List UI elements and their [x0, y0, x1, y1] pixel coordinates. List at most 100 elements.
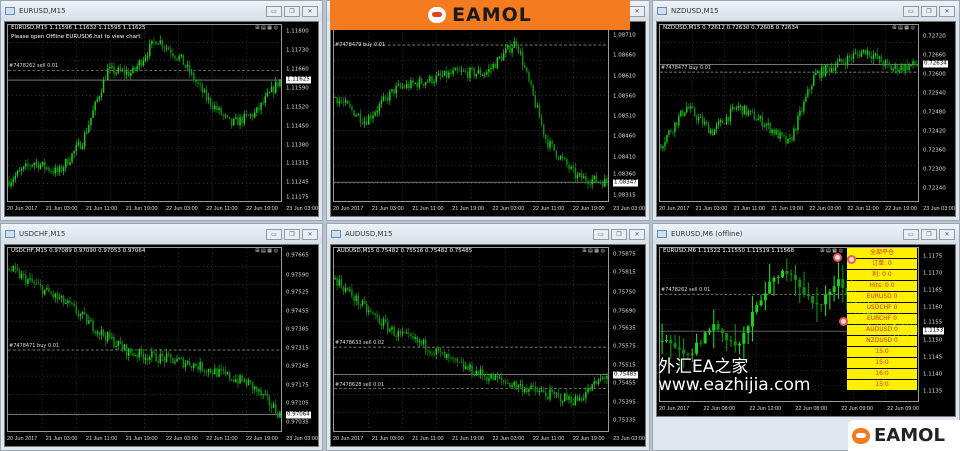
candle-body	[397, 331, 400, 337]
time-axis[interactable]: 20 Jun 2017 21 Jun 03:00 21 Jun 11:00 21 Ju…	[7, 433, 318, 445]
minimize-button[interactable]: ▭	[903, 5, 919, 17]
chart-window[interactable]: USDCHF,M15 ▭ ❐ ✕ USDCHF,M15 0.97089 0.9709…	[0, 223, 323, 451]
chart-area[interactable]: AUDUSD,M15 0.75482 0.75516 0.75482 0.754…	[330, 244, 646, 447]
candle-body	[235, 117, 237, 119]
current-price-label: 1.11625	[286, 76, 311, 84]
restore-button[interactable]: ❐	[284, 5, 300, 17]
eamol-robot-icon	[428, 7, 447, 23]
time-axis[interactable]: 20 Jun 2017 21 Jun 03:00 21 Jun 11:00 21 Ju…	[333, 433, 645, 445]
close-button[interactable]: ✕	[629, 5, 645, 17]
minimize-button[interactable]: ▭	[593, 228, 609, 240]
chart-window[interactable]: ▭❐✕ ⊞ ▤ ▦ ◎ 1.087101.086601.086101.08560…	[326, 0, 650, 221]
close-button[interactable]: ✕	[302, 228, 318, 240]
candle-body	[862, 49, 865, 53]
drag-handle[interactable]	[833, 253, 842, 262]
minimize-button[interactable]: ▭	[266, 5, 282, 17]
chart-area[interactable]: USDCHF,M15 0.97089 0.97090 0.97053 0.970…	[4, 244, 319, 447]
window-titlebar[interactable]: EURUSD,M6 (offline) ▭ ❐ ✕	[653, 224, 959, 244]
candle-body	[23, 166, 25, 170]
candle-body	[365, 121, 368, 125]
panel-button[interactable]: 15:0	[847, 358, 917, 368]
chart-window[interactable]: NZDUSD,M15 ▭ ❐ ✕ NZDUSD,M15 0.72612 0.7263…	[652, 0, 960, 221]
chart-tools-icons[interactable]: ⊞ ▤ ▦ ◎	[255, 25, 278, 31]
close-button[interactable]: ✕	[939, 5, 955, 17]
chart-area[interactable]: ⊞ ▤ ▦ ◎ 1.087101.086601.086101.085601.08…	[330, 21, 646, 217]
chart-tools-icons[interactable]: ⊞ ▤ ▦ ◎	[582, 248, 605, 254]
time-label: 22 Jun 11:00	[206, 436, 238, 442]
candle-body	[519, 384, 522, 386]
drag-handle[interactable]	[847, 255, 856, 264]
panel-button[interactable]: Hits: 0 0	[847, 281, 917, 291]
window-titlebar[interactable]: AUDUSD,M15 ▭ ❐ ✕	[327, 224, 649, 244]
chart-area[interactable]: EURUSD,M15 1.11596 1.11632 1.11595 1.116…	[4, 21, 319, 217]
candle-body	[682, 349, 686, 354]
chart-tools-icons[interactable]: ⊞ ▤ ▦ ◎	[820, 248, 843, 254]
candle-body	[427, 350, 429, 352]
chart-tools-icons[interactable]: ⊞ ▤ ▦ ◎	[892, 25, 915, 31]
panel-button[interactable]: 利: 0 0	[847, 270, 917, 280]
chart-tools-icons[interactable]: ⊞ ▤ ▦ ◎	[255, 248, 278, 254]
candle-body	[23, 273, 25, 275]
price-axis[interactable]: 1.1175 1.1170 1.1165 1.1160 1.1155 1.1150 1.11…	[920, 247, 955, 402]
panel-button[interactable]: 16:0	[847, 369, 917, 379]
panel-button[interactable]: NZDUSD 0	[847, 336, 917, 346]
candle-body	[769, 123, 771, 133]
time-axis[interactable]: 20 Jun 2017 21 Jun 03:00 21 Jun 11:00 21 Ju…	[659, 203, 955, 215]
candle-body	[803, 101, 805, 112]
panel-button[interactable]: EURUSD 0	[847, 292, 917, 302]
panel-button[interactable]: EURCHF 0	[847, 314, 917, 324]
candle-body	[272, 404, 275, 408]
price-axis[interactable]: 0.72720 0.72660 0.72600 0.72540 0.72480 0.724…	[920, 24, 955, 202]
candle-body	[690, 106, 692, 109]
price-axis[interactable]: 0.75875 0.75815 0.75750 0.75690 0.75635 0.755…	[610, 247, 645, 432]
chart-window[interactable]: EURUSD,M15 ▭ ❐ ✕ EURUSD,M15 1.11596 1.1163…	[0, 0, 323, 221]
candle-body	[109, 332, 111, 339]
panel-button[interactable]: AUDUSD 0	[847, 325, 917, 335]
chart-window[interactable]: AUDUSD,M15 ▭ ❐ ✕ AUDUSD,M15 0.75482 0.7551…	[326, 223, 650, 451]
candle-body	[427, 81, 429, 83]
panel-button[interactable]: 15:0	[847, 380, 917, 390]
window-titlebar[interactable]: USDCHF,M15 ▭ ❐ ✕	[1, 224, 322, 244]
restore-button[interactable]: ❐	[921, 5, 937, 17]
close-button[interactable]: ✕	[302, 5, 318, 17]
time-axis[interactable]: 20 Jun 2017 22 Jun 08:00 22 Jun 12:00 22 Ju…	[659, 403, 919, 415]
candle-body	[346, 100, 349, 104]
close-button[interactable]: ✕	[939, 228, 955, 240]
candle-body	[597, 379, 600, 384]
candle-body	[39, 164, 42, 169]
panel-button[interactable]: 订单: 0	[847, 259, 917, 269]
window-titlebar[interactable]: NZDUSD,M15 ▭ ❐ ✕	[653, 1, 959, 21]
time-label: 21 Jun 19:00	[125, 206, 158, 212]
window-title: AUDUSD,M15	[345, 230, 393, 238]
chart-area[interactable]: EURUSD,M6 1.11522 1.11550 1.11519 1.1156…	[656, 244, 956, 417]
window-titlebar[interactable]: EURUSD,M15 ▭ ❐ ✕	[1, 1, 322, 21]
candle-body	[601, 377, 604, 379]
price-axis[interactable]: 1.11800 1.11730 1.11660 1.11590 1.11520 1.114…	[283, 24, 318, 202]
restore-button[interactable]: ❐	[284, 228, 300, 240]
restore-button[interactable]: ❐	[921, 228, 937, 240]
candle-body	[496, 57, 499, 69]
minimize-button[interactable]: ▭	[266, 228, 282, 240]
drag-handle[interactable]	[839, 317, 848, 326]
close-button[interactable]: ✕	[629, 228, 645, 240]
candle-body	[759, 116, 761, 119]
time-axis[interactable]: 20 Jun 2017 21 Jun 03:00 21 Jun 11:00 21 Ju…	[333, 203, 645, 215]
restore-button[interactable]: ❐	[611, 228, 627, 240]
chart-window[interactable]: EURUSD,M6 (offline) ▭ ❐ ✕ EURUSD,M6 1.1152…	[652, 223, 960, 451]
candle-body	[680, 110, 682, 117]
candle-body	[209, 97, 212, 106]
panel-button[interactable]: USDCHF 0	[847, 303, 917, 313]
candle-body	[443, 351, 446, 359]
price-axis[interactable]: 0.97665 0.97590 0.97525 0.97455 0.97385 0.973…	[283, 247, 318, 432]
candle-body	[755, 119, 757, 121]
candle-body	[695, 342, 699, 354]
panel-button[interactable]: 全部平仓	[847, 248, 917, 258]
time-axis[interactable]: 20 Jun 2017 21 Jun 03:00 21 Jun 11:00 21 Ju…	[7, 203, 318, 215]
candle-body	[201, 84, 203, 93]
candle-body	[159, 353, 161, 363]
price-axis[interactable]: 1.08710 1.08660 1.08610 1.08560 1.08510 1.084…	[610, 24, 645, 202]
minimize-button[interactable]: ▭	[903, 228, 919, 240]
price-label: 0.75635	[613, 325, 636, 332]
chart-area[interactable]: NZDUSD,M15 0.72612 0.72630 0.72608 0.726…	[656, 21, 956, 217]
panel-button[interactable]: 15:0	[847, 347, 917, 357]
